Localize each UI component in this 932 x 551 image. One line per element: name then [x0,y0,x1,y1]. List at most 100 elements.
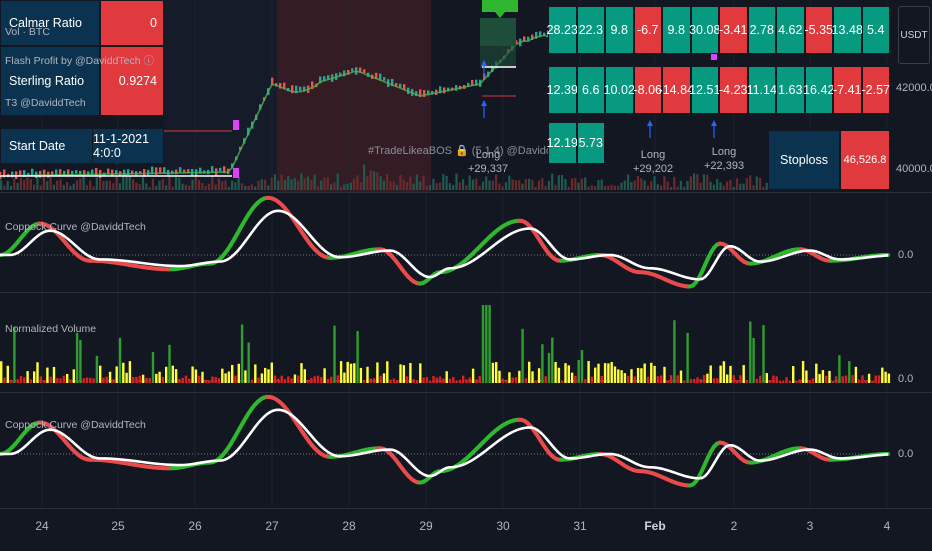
volume-bar [73,184,75,190]
volume-bar [347,184,349,190]
volume-bar [7,366,9,383]
coppock-chart-2[interactable] [0,393,932,509]
volume-bar [785,377,787,383]
volume-bar [122,175,124,190]
shaded-region [277,0,431,192]
coppock-1-title[interactable]: Coppock Curve @DaviddTech [5,221,146,233]
volume-bar [380,176,382,190]
volume-bar [347,362,349,383]
volume-bar [43,380,45,383]
volume-bar [23,377,25,383]
trade-1-value: +29,337 [468,162,508,176]
volume-bar [746,380,748,383]
volume-bar [195,175,197,190]
volume-bar [162,377,164,383]
volume-bar [426,186,428,190]
volume-bar [558,368,560,383]
volume-bar [317,186,319,190]
stats-cell: -5.35 [805,6,834,54]
volume-bar [574,376,576,383]
volume-bar [198,376,200,383]
candle [147,170,149,175]
volume-pane[interactable]: Normalized Volume 0.0 [0,292,932,393]
volume-title[interactable]: Normalized Volume [5,323,96,335]
legend-flash-profit[interactable]: Flash Profit by @DaviddTech ⓘ [5,53,154,68]
volume-bar [333,326,335,383]
time-axis-label: 31 [573,519,586,533]
volume-bar [244,186,246,190]
volume-bar [175,369,177,383]
volume-bar [756,379,758,383]
coppock-pane-1[interactable]: Coppock Curve @DaviddTech 0.0 [0,192,932,293]
volume-bar [182,378,184,383]
coppock-2-title[interactable]: Coppock Curve @DaviddTech [5,419,146,431]
normalized-volume-chart[interactable] [0,293,932,393]
coppock-pane-2[interactable]: Coppock Curve @DaviddTech 0.0 [0,392,932,509]
volume-bar [762,325,764,383]
volume-bar [102,181,104,190]
volume-bar [508,176,510,190]
trade-marker-icon [233,168,239,178]
start-date-label: Start Date [9,139,65,153]
volume-bar [482,305,484,383]
volume-bar [363,380,365,383]
stats-cell-value: 5.73 [579,136,603,150]
volume-bar [205,186,207,190]
volume-bar [495,362,497,383]
volume-bar [317,376,319,383]
volume-bar [723,361,725,383]
volume-bar [528,179,530,190]
volume-bar [201,183,203,190]
volume-bar [673,320,675,383]
volume-bar [20,376,22,383]
volume-bar [409,363,411,383]
volume-bar [327,379,329,383]
time-axis-label: 2 [731,519,738,533]
volume-bar [782,381,784,383]
volume-bar [201,372,203,383]
candle [75,170,77,173]
volume-bar [96,356,98,383]
legend-vol[interactable]: Vol · BTC [5,26,50,38]
coppock-chart-1[interactable] [0,193,932,293]
time-axis-label: 25 [111,519,124,533]
volume-bar [531,180,533,190]
volume-bar [46,181,48,190]
volume-bar [195,370,197,383]
symbol-button[interactable]: USDT [898,6,930,64]
sterling-label: Sterling Ratio [9,74,84,88]
stats-cell-value: 12.51 [689,83,720,97]
volume-bar [218,378,220,383]
volume-bar [696,377,698,383]
price-pane[interactable]: Calmar Ratio 0 Sterling Ratio 0.9274 Sta… [0,0,932,192]
volume-bar [815,364,817,383]
volume-bar [178,178,180,190]
volume-bar [165,367,167,383]
volume-bar [416,380,418,383]
volume-bar [287,176,289,190]
volume-bar [23,180,25,190]
volume-bar [271,178,273,190]
stats-cell: 1.63 [776,66,805,114]
volume-bar [716,378,718,383]
volume-bar [66,374,68,383]
calmar-value-cell: 0 [100,0,164,46]
volume-bar [284,379,286,383]
volume-bar [475,379,477,383]
volume-bar [611,362,613,383]
volume-bar [178,379,180,383]
volume-bar [208,380,210,383]
volume-bar [158,181,160,190]
legend-t3[interactable]: T3 @DaviddTech [5,97,86,109]
volume-bar [855,367,857,383]
volume-bar [776,376,778,383]
volume-bar [142,177,144,190]
time-axis-label: 30 [496,519,509,533]
volume-bar [429,381,431,383]
volume-bar [630,369,632,383]
volume-bar [356,175,358,190]
volume-bar [281,175,283,190]
volume-bar [188,186,190,190]
stats-cell: -4.23 [719,66,748,114]
